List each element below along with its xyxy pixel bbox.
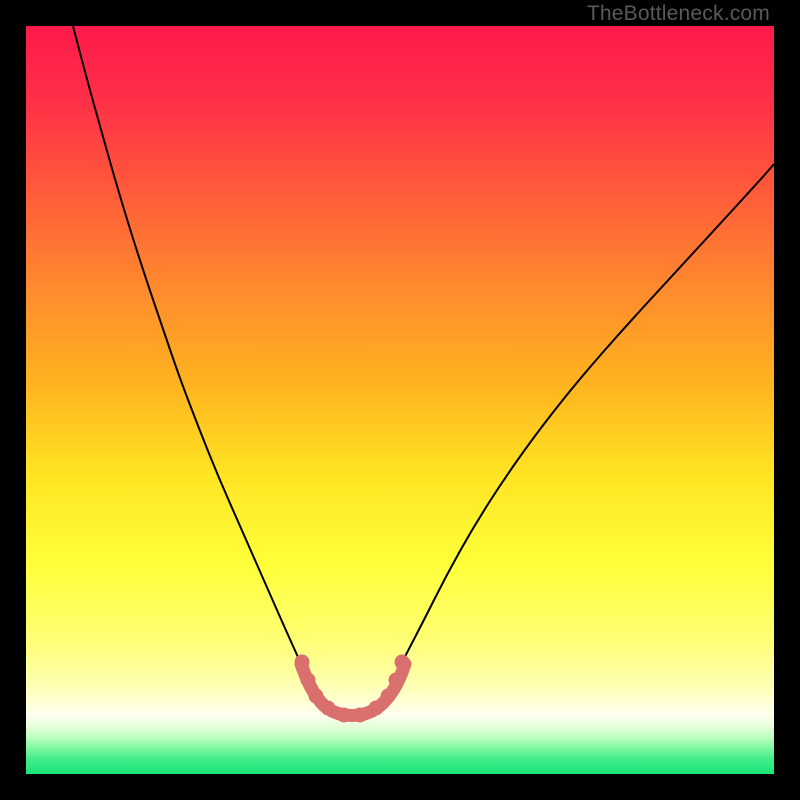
plot-area — [26, 26, 774, 774]
chart-outer: TheBottleneck.com — [0, 0, 800, 800]
bottleneck-curve-left — [73, 26, 302, 666]
curve-layer — [26, 26, 774, 774]
bottleneck-curve-right — [399, 164, 774, 668]
watermark-text: TheBottleneck.com — [587, 2, 770, 26]
